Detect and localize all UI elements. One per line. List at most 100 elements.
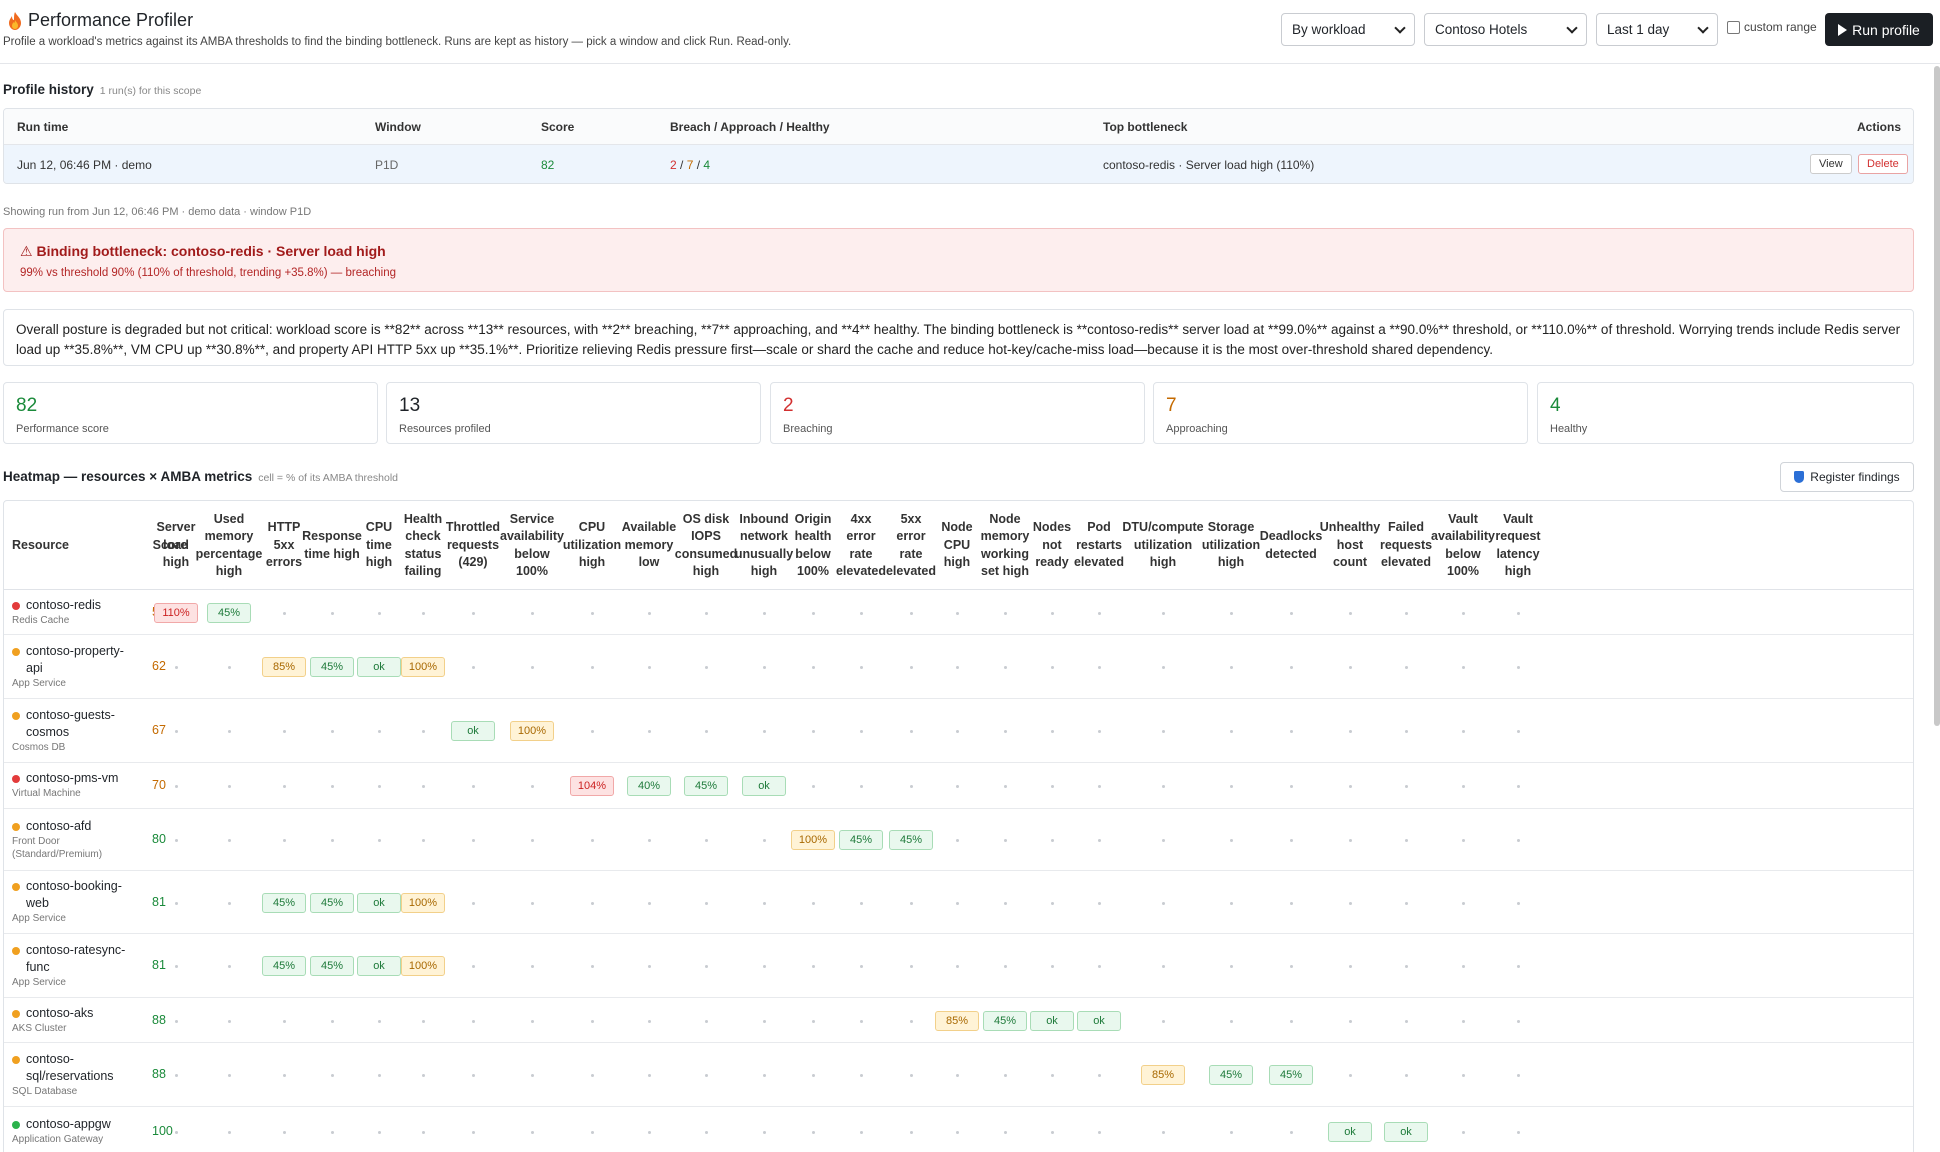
heatmap-row[interactable]: contoso-afd Front Door (Standard/Premium)…	[4, 809, 1913, 871]
empty-cell	[1405, 965, 1408, 968]
window-select[interactable]: Last 1 day	[1596, 13, 1718, 46]
heat-cell[interactable]: 40%	[627, 776, 671, 796]
heatmap-row[interactable]: contoso-ratesync-func App Service 81 45% 45%…	[4, 934, 1913, 998]
empty-cell	[1517, 1074, 1520, 1077]
heat-cell[interactable]: 104%	[570, 776, 614, 796]
resource-type: Cosmos DB	[12, 742, 66, 753]
heat-cell[interactable]: ok	[357, 893, 401, 913]
heat-cell[interactable]: 45%	[310, 657, 354, 677]
bottleneck-alert: ⚠ Binding bottleneck: contoso-redis · Se…	[3, 228, 1914, 292]
run-profile-button[interactable]: Run profile	[1825, 13, 1933, 46]
heat-cell[interactable]: 85%	[935, 1011, 979, 1031]
resource-name[interactable]: contoso-redis	[26, 598, 102, 612]
empty-cell	[763, 965, 766, 968]
empty-cell	[283, 1131, 286, 1134]
heat-cell[interactable]: 100%	[401, 657, 445, 677]
heat-cell[interactable]: 100%	[510, 721, 554, 741]
resource-score: 88	[152, 1013, 166, 1027]
view-button[interactable]: View	[1810, 154, 1852, 174]
heat-cell[interactable]: 45%	[262, 893, 306, 913]
col-run-time: Run time	[17, 119, 69, 134]
resource-name[interactable]: contoso-ratesync-func	[26, 943, 126, 974]
heat-cell[interactable]: ok	[742, 776, 786, 796]
heat-cell[interactable]: 45%	[839, 830, 883, 850]
heatmap-row[interactable]: contoso-property-api App Service 62 85% 45% o…	[4, 635, 1913, 699]
heat-cell[interactable]: 100%	[401, 893, 445, 913]
heat-cell[interactable]: ok	[451, 721, 495, 741]
heatmap-row[interactable]: contoso-aks AKS Cluster 88 85% 45% ok ok	[4, 998, 1913, 1043]
delete-button[interactable]: Delete	[1858, 154, 1908, 174]
heat-cell[interactable]: 45%	[310, 956, 354, 976]
resource-name[interactable]: contoso-appgw	[26, 1117, 111, 1131]
scope-select[interactable]: By workload	[1281, 13, 1415, 46]
run-profile-label: Run profile	[1852, 21, 1920, 38]
kpi-label: Performance score	[16, 423, 109, 435]
heatmap-title-text: Heatmap — resources × AMBA metrics	[3, 469, 253, 484]
empty-cell	[1462, 785, 1465, 788]
scrollbar[interactable]	[1934, 66, 1940, 726]
col-breach: Breach / Approach / Healthy	[670, 119, 830, 134]
custom-range-checkbox[interactable]	[1727, 20, 1740, 34]
workload-select[interactable]: Contoso Hotels	[1424, 13, 1587, 46]
history-row[interactable]: Jun 12, 06:46 PM · demo P1D 82 2 / 7 / 4…	[4, 145, 1913, 183]
resource-name[interactable]: contoso-aks	[26, 1006, 94, 1020]
heat-cell[interactable]: 45%	[889, 830, 933, 850]
heat-cell[interactable]: ok	[357, 956, 401, 976]
heat-cell[interactable]: 85%	[1141, 1065, 1185, 1085]
kpi-card: 2 Breaching	[770, 382, 1145, 444]
resource-name[interactable]: contoso-afd	[26, 819, 92, 833]
empty-cell	[1230, 785, 1233, 788]
heat-cell[interactable]: 100%	[791, 830, 835, 850]
empty-cell	[1517, 902, 1520, 905]
heat-cell[interactable]: 45%	[684, 776, 728, 796]
heatmap-row[interactable]: contoso-sql/reservations SQL Database 88 85…	[4, 1043, 1913, 1107]
resource-name[interactable]: contoso-guests-cosmos	[26, 708, 115, 739]
empty-cell	[283, 839, 286, 842]
heat-cell[interactable]: 45%	[207, 603, 251, 623]
custom-range-toggle[interactable]: custom range	[1727, 20, 1817, 34]
resource-name[interactable]: contoso-sql/reservations	[26, 1052, 114, 1083]
metric-col-header: Vault request latency high	[1495, 511, 1541, 579]
empty-cell	[763, 902, 766, 905]
empty-cell	[531, 1020, 534, 1023]
heatmap-row[interactable]: contoso-pms-vm Virtual Machine 70 104% 40% 45…	[4, 763, 1913, 809]
empty-cell	[1462, 1074, 1465, 1077]
heat-cell[interactable]: 45%	[1209, 1065, 1253, 1085]
empty-cell	[591, 965, 594, 968]
heatmap-row[interactable]: contoso-booking-web App Service 81 45% 45% ok…	[4, 871, 1913, 934]
register-findings-label: Register findings	[1810, 470, 1900, 484]
heat-cell[interactable]: ok	[1328, 1122, 1372, 1142]
heat-cell[interactable]: 85%	[262, 657, 306, 677]
resource-name[interactable]: contoso-pms-vm	[26, 771, 119, 785]
heatmap-row[interactable]: contoso-appgw Application Gateway 100 ok ok	[4, 1107, 1913, 1152]
heat-cell[interactable]: ok	[1384, 1122, 1428, 1142]
register-findings-button[interactable]: Register findings	[1780, 462, 1914, 492]
run-time: Jun 12, 06:46 PM · demo	[17, 157, 152, 172]
kpi-card: 4 Healthy	[1537, 382, 1914, 444]
resource-score: 70	[152, 778, 166, 792]
heat-cell[interactable]: 45%	[310, 893, 354, 913]
heat-cell[interactable]: ok	[1030, 1011, 1074, 1031]
metric-col-header: Response time high	[302, 529, 362, 561]
metric-col-header: Pod restarts elevated	[1073, 520, 1125, 570]
empty-cell	[472, 902, 475, 905]
heat-cell[interactable]: ok	[1077, 1011, 1121, 1031]
empty-cell	[1405, 1020, 1408, 1023]
heat-cell[interactable]: 110%	[154, 603, 198, 623]
empty-cell	[1405, 839, 1408, 842]
empty-cell	[648, 965, 651, 968]
heat-cell[interactable]: 45%	[983, 1011, 1027, 1031]
resource-type: SQL Database	[12, 1086, 78, 1097]
heat-cell[interactable]: 45%	[1269, 1065, 1313, 1085]
resource-name[interactable]: contoso-property-api	[26, 644, 124, 675]
heat-cell[interactable]: 100%	[401, 956, 445, 976]
empty-cell	[1230, 902, 1233, 905]
empty-cell	[378, 1131, 381, 1134]
heat-cell[interactable]: 45%	[262, 956, 306, 976]
resource-name[interactable]: contoso-booking-web	[26, 879, 122, 910]
heat-cell[interactable]: ok	[357, 657, 401, 677]
empty-cell	[1051, 965, 1054, 968]
heatmap-row[interactable]: contoso-guests-cosmos Cosmos DB 67 ok 100%	[4, 699, 1913, 763]
